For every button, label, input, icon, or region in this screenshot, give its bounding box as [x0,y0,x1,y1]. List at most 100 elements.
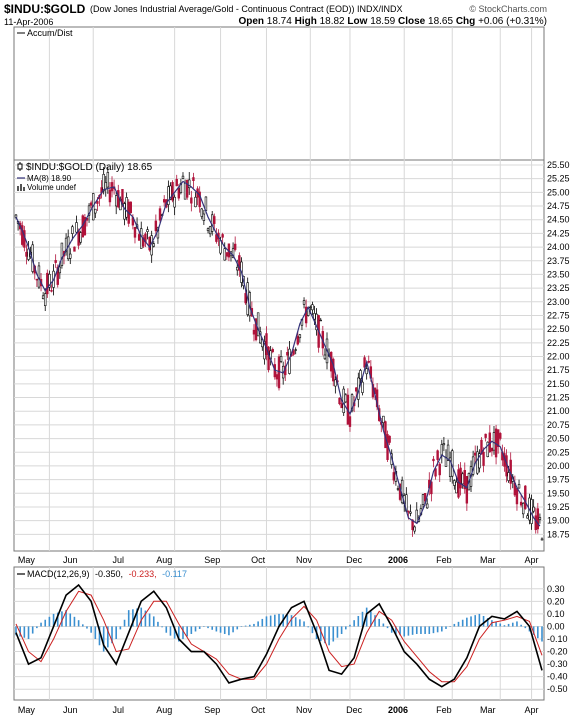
candle-body [225,252,229,257]
price-candle [192,172,195,189]
macd-hist-bar [73,616,76,627]
macd-hist-bar [495,621,497,627]
macd-hist-bar [349,624,351,627]
price-ytick-label: 20.25 [547,447,570,457]
candle-body [279,356,283,362]
macd-hist-bar [44,619,47,627]
price-candle [538,513,542,524]
description-text: (Dow Jones Industrial Average/Gold - Con… [90,4,355,14]
price-candle [440,439,444,464]
price-candle [329,351,333,378]
candle-body [54,260,57,263]
candle-body [192,177,195,181]
price-ytick-label: 19.75 [547,475,570,485]
macd-hist-bar [466,617,468,627]
price-candle [188,172,191,195]
price-candle [50,284,53,293]
macd-hist-bar [65,610,67,627]
macd-hist-bar [186,626,188,637]
price-candle [263,335,266,365]
candle-body [69,253,72,259]
macd-hist-bar [424,626,426,634]
macd-hist-bar [511,622,514,627]
price-ytick-label: 22.25 [547,338,570,348]
price-candle [35,278,39,287]
price-ytick-label: 20.75 [547,420,570,430]
macd-hist-bar [361,611,364,627]
macd-hist-bar [457,621,460,627]
x-tick-label: Nov [296,555,313,565]
price-candle [465,476,469,511]
price-candle [413,525,416,534]
price-candle [208,225,212,238]
candle-body [96,201,99,204]
macd-hist-bar [290,615,293,627]
macd-hist-bar [169,626,172,636]
candle-body [200,208,203,217]
x-tick-label: Nov [296,705,313,715]
macd-hist-bar [15,626,17,636]
price-candle [150,230,153,263]
price-candle [346,388,350,425]
x-tick-label: Dec [346,555,363,565]
candle-body [125,197,128,218]
macd-hist-bar [144,610,147,627]
candle-body [89,202,93,206]
candle-body [492,432,496,451]
close-label: Close [398,16,426,27]
macd-hist-bar [219,626,222,633]
macd-hist-bar [461,619,464,627]
candle-body [133,227,137,238]
accum-legend: Accum/Dist [17,28,73,38]
signal-line [15,590,543,683]
candle-body [522,503,525,515]
candle-body [442,443,446,446]
candle-body [455,481,458,494]
x-tick-label: Oct [251,555,266,565]
candle-body [121,189,124,205]
macd-hist-bar [524,626,527,629]
candle-body [114,195,118,207]
candle-body [140,228,143,249]
candle-body [236,266,239,271]
macd-ytick-label: -0.50 [547,684,568,694]
x-tick-label: Apr [525,705,539,715]
x-tick-label: Mar [480,555,496,565]
candle-body [275,374,279,380]
candle-body [409,511,412,514]
price-ytick-label: 19.25 [547,502,570,512]
candle-body [75,222,78,233]
x-tick-label: Jun [63,705,78,715]
candle-body [25,251,28,257]
macd-hist-bar [482,615,485,627]
macd-hist-bar [232,626,234,633]
macd-hist-bar [248,624,251,627]
macd-line [15,583,543,688]
macd-hist-bar [207,626,209,629]
candle-body [355,387,358,392]
candle-body [407,510,410,513]
macd-hist-bar [40,622,42,627]
candle-body [440,444,444,457]
price-candle [158,205,162,223]
macd-hist-bar [274,614,276,627]
candle-body [496,429,500,447]
candle-body [538,517,542,520]
candle-body [152,243,155,247]
price-candle [446,439,450,462]
price-ytick-label: 23.50 [547,269,570,279]
price-candle [146,226,149,240]
candle-body [382,415,385,423]
price-candle [478,449,481,473]
candle-body [465,476,469,504]
macd-hist-bar [19,626,21,637]
price-candle [152,241,155,248]
candle-body [35,278,39,281]
macd-hist-bar [286,614,289,627]
candle-body [457,469,460,498]
candle-body [58,266,62,274]
price-candle [517,479,521,489]
macd-hist-bar [319,626,322,642]
macd-hist-bar [507,623,510,627]
candle-body [177,187,181,199]
